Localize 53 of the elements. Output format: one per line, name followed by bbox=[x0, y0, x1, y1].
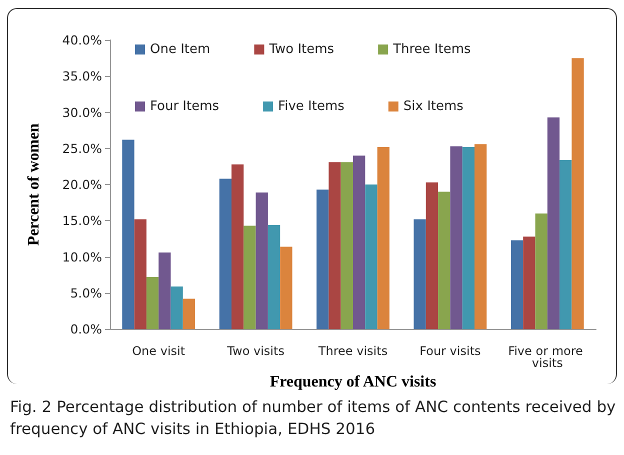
bar bbox=[280, 246, 292, 330]
bar bbox=[316, 190, 329, 330]
y-tick-label: 30.0% bbox=[62, 104, 102, 120]
y-axis-title: Percent of women bbox=[26, 123, 42, 246]
x-tick-label: One visit bbox=[132, 344, 186, 358]
bar bbox=[523, 236, 536, 330]
bar bbox=[182, 298, 196, 330]
bar bbox=[146, 277, 159, 330]
bar bbox=[462, 146, 474, 330]
bar bbox=[340, 162, 353, 330]
y-tick-label: 35.0% bbox=[62, 68, 102, 84]
x-tick-label: Three visits bbox=[317, 344, 388, 358]
bar bbox=[158, 252, 171, 330]
bar bbox=[256, 192, 268, 330]
legend-label: Four Items bbox=[150, 99, 220, 114]
y-tick-label: 10.0% bbox=[62, 249, 102, 264]
bar bbox=[353, 156, 366, 330]
bar bbox=[535, 213, 548, 330]
x-tick-label: Four visits bbox=[420, 344, 481, 358]
bar bbox=[547, 117, 560, 330]
bar bbox=[268, 225, 280, 330]
y-tick-label: 0.0% bbox=[70, 322, 102, 337]
bar bbox=[560, 160, 572, 330]
bar bbox=[377, 146, 390, 330]
bar bbox=[572, 58, 584, 330]
bar bbox=[122, 140, 134, 330]
bar bbox=[438, 192, 450, 330]
legend-label: One Item bbox=[150, 42, 210, 57]
y-tick-label: 20.0% bbox=[62, 177, 102, 192]
bar bbox=[170, 286, 183, 330]
caption: Fig. 2 Percentage distribution of number of items of ANC contents received by frequency of ANC visits in Ethiopia, EDHS 2016 bbox=[10, 397, 616, 440]
y-tick-label: 40.0% bbox=[62, 32, 102, 48]
bar bbox=[328, 162, 341, 330]
legend-label: Six Items bbox=[403, 99, 464, 114]
bar bbox=[244, 226, 256, 330]
legend-label: Three Items bbox=[392, 42, 472, 57]
y-tick-label: 15.0% bbox=[62, 213, 102, 228]
bar bbox=[134, 219, 146, 330]
x-tick-label: Five or more visits bbox=[508, 344, 587, 370]
bar bbox=[414, 219, 426, 330]
y-tick-label: 25.0% bbox=[62, 140, 102, 156]
bar bbox=[219, 178, 232, 330]
legend-label: Five Items bbox=[278, 99, 345, 114]
bar bbox=[426, 182, 438, 330]
bar bbox=[510, 240, 524, 330]
y-tick-label: 5.0% bbox=[70, 285, 102, 300]
bar bbox=[232, 164, 244, 330]
x-axis-title: Frequency of ANC visits bbox=[270, 374, 436, 390]
bar bbox=[450, 146, 462, 330]
bar bbox=[365, 184, 378, 330]
legend-label: Two Items bbox=[268, 42, 334, 57]
x-tick-label: Two visits bbox=[226, 344, 284, 358]
bar bbox=[474, 144, 487, 330]
